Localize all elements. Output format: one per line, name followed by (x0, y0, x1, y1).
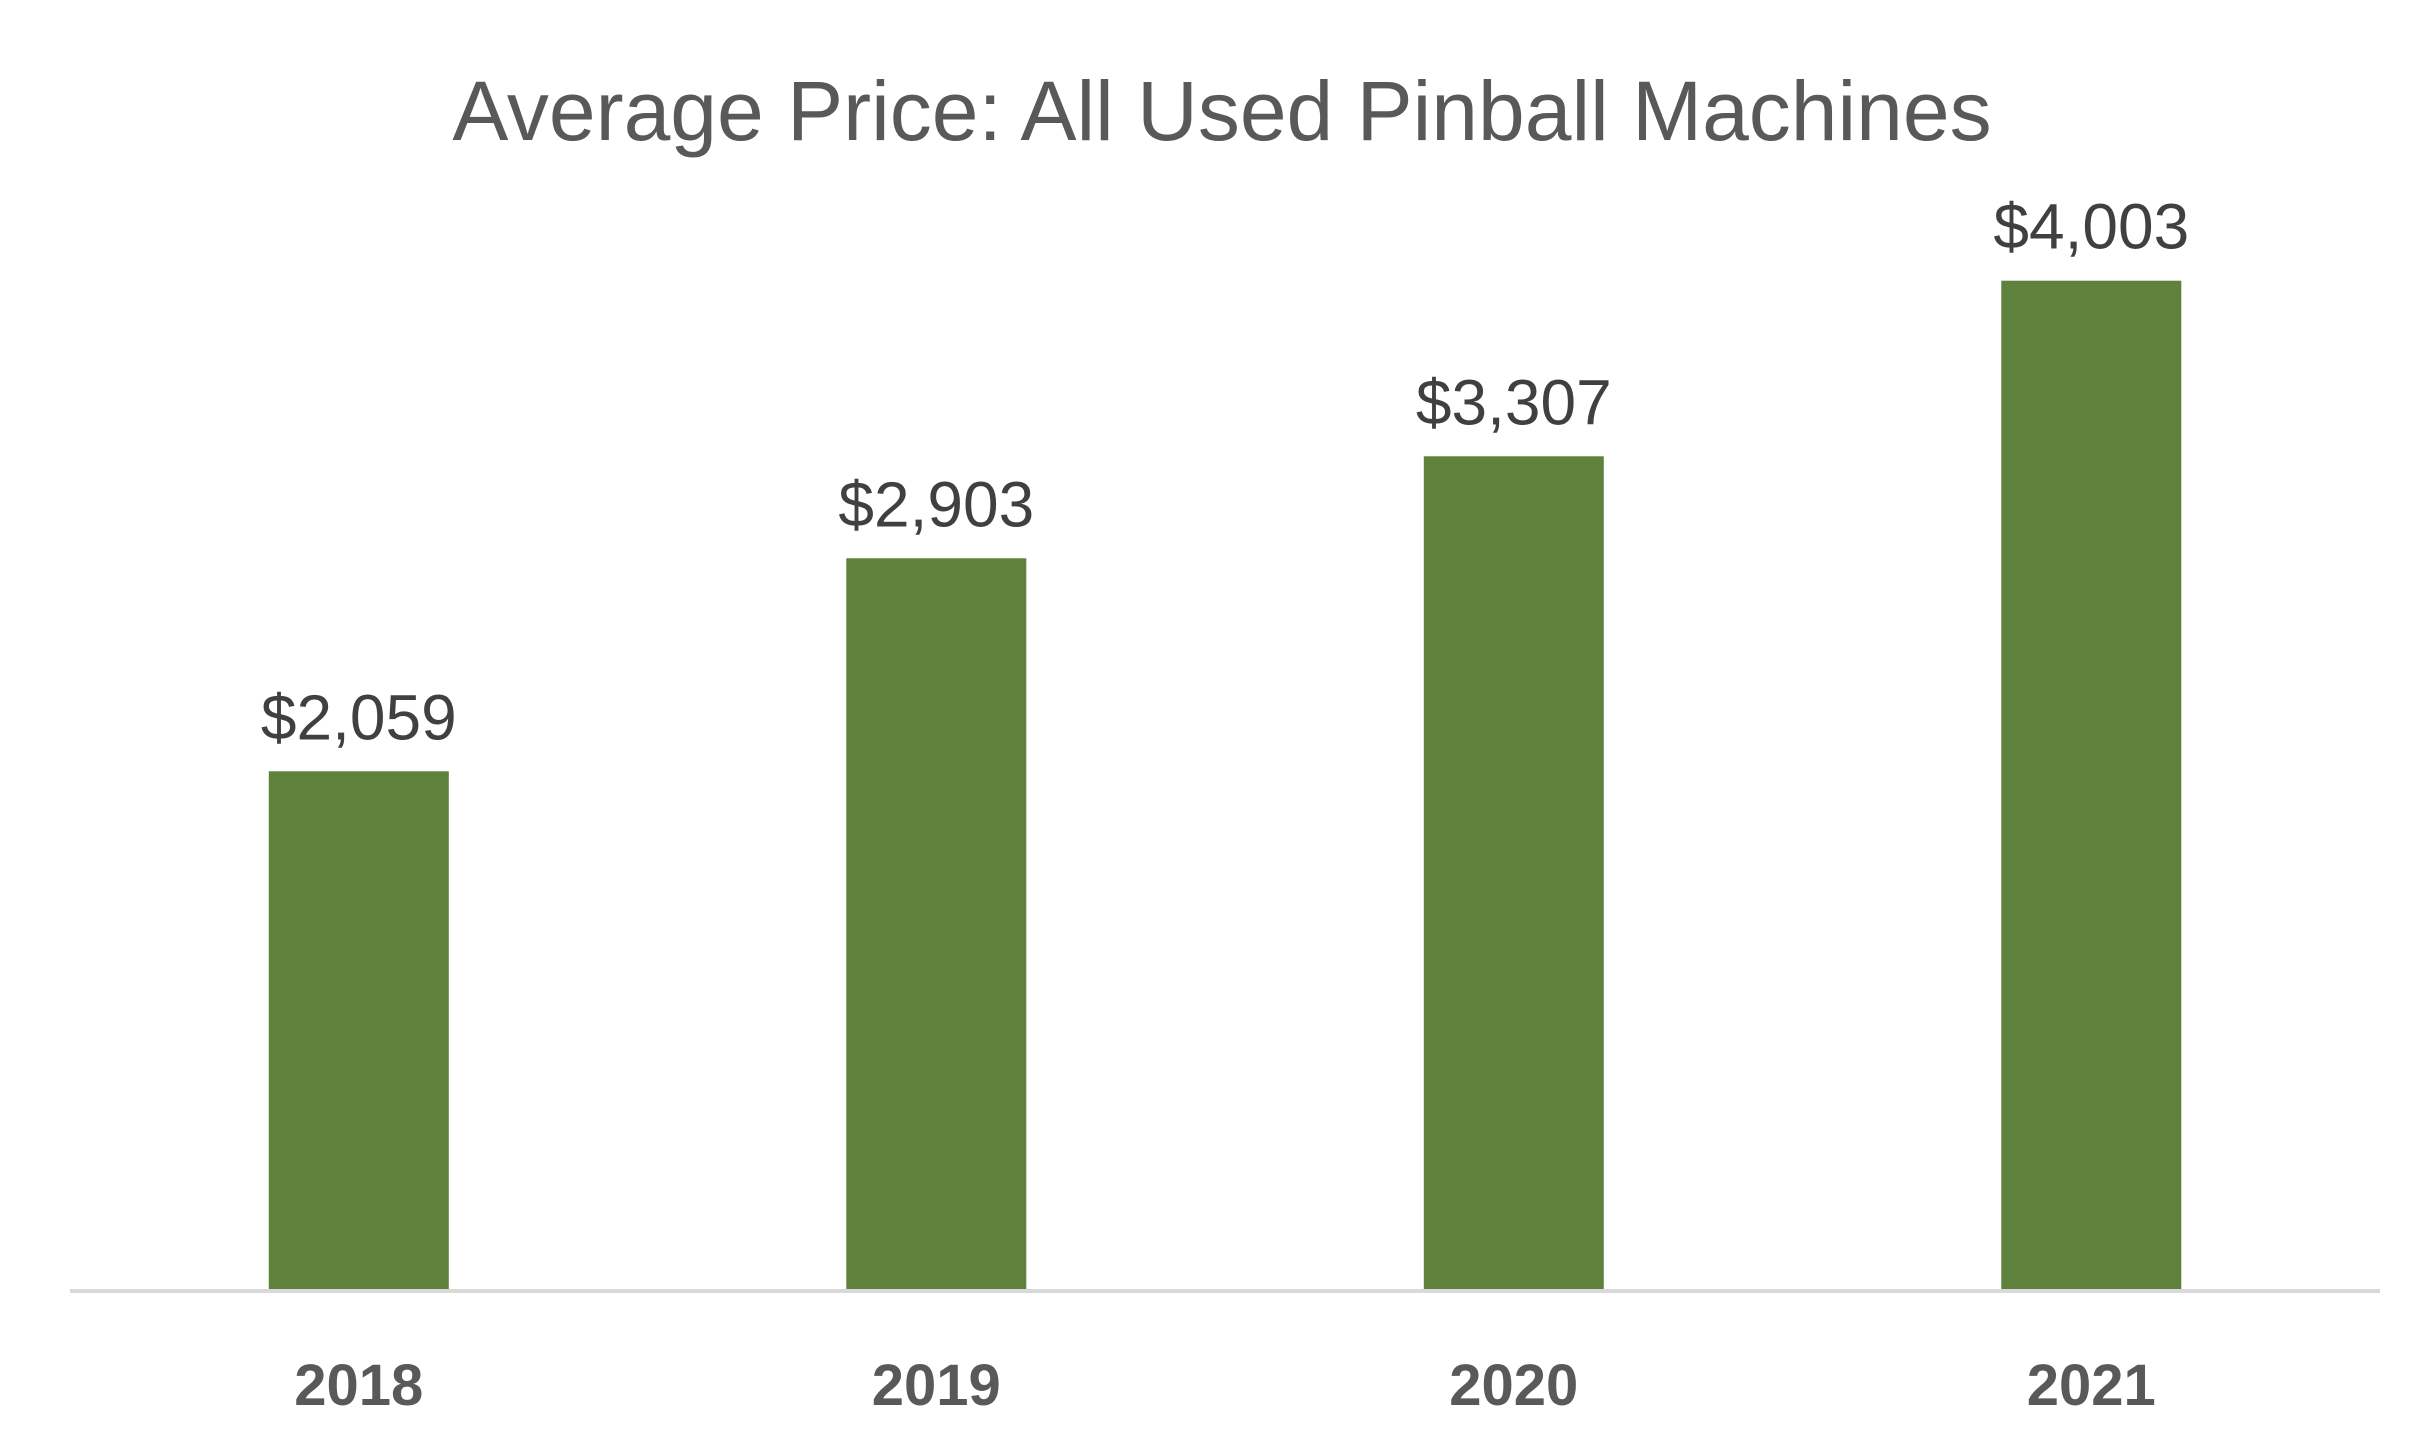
data-label-2019: $2,903 (838, 468, 1034, 540)
x-tick-label-2021: 2021 (2027, 1353, 2156, 1418)
data-label-2021: $4,003 (1993, 191, 2189, 263)
data-label-2020: $3,307 (1416, 366, 1612, 438)
x-tick-label-2020: 2020 (1449, 1353, 1578, 1418)
bars-layer (268, 280, 2182, 1291)
bar-2021 (2001, 280, 2182, 1291)
data-labels-layer: $2,059 $2,903 $3,307 $4,003 (261, 191, 2189, 754)
data-label-2018: $2,059 (261, 681, 457, 753)
bar-2018 (268, 771, 449, 1291)
chart-title: Average Price: All Used Pinball Machines (452, 64, 1991, 158)
x-axis-tick-labels: 2018 2019 2020 2021 (294, 1353, 2156, 1418)
bar-2020 (1423, 456, 1604, 1291)
x-tick-label-2019: 2019 (872, 1353, 1001, 1418)
x-tick-label-2018: 2018 (294, 1353, 423, 1418)
bar-2019 (846, 558, 1027, 1291)
